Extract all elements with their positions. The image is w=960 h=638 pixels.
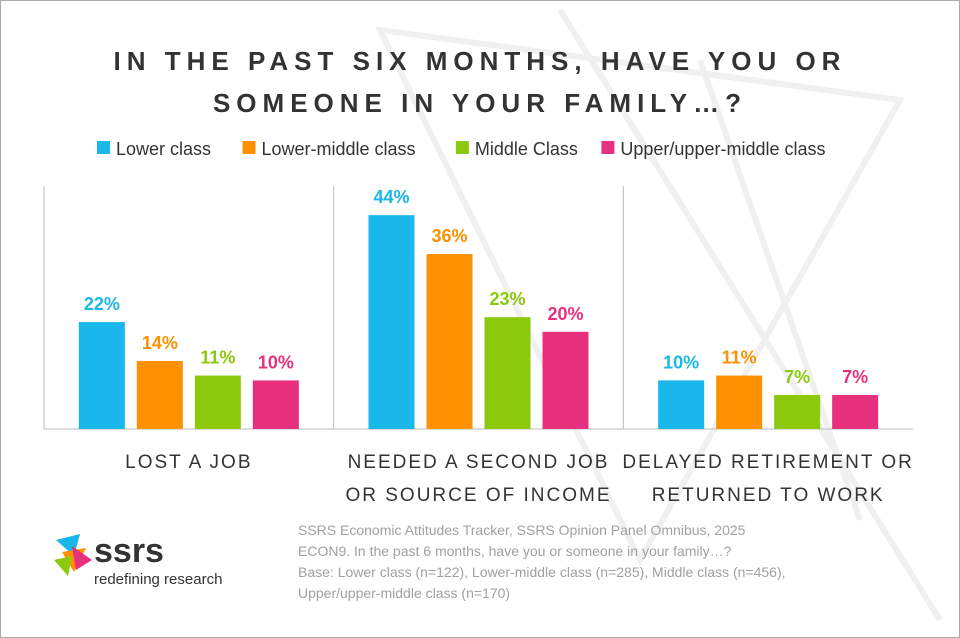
value-label: 11% <box>200 348 235 368</box>
value-label: 20% <box>547 304 583 324</box>
legend-swatch <box>601 141 615 154</box>
value-label: 11% <box>722 348 757 368</box>
legend-label: Middle Class <box>475 139 578 159</box>
bar <box>484 317 531 429</box>
bar <box>426 254 473 429</box>
background-shapes <box>374 8 943 622</box>
tagline: redefining research <box>94 571 222 588</box>
bar <box>194 375 241 429</box>
category-label: LOST A JOB <box>125 452 253 473</box>
legend-label: Lower-middle class <box>262 139 416 159</box>
source-note: SSRS Economic Attitudes Tracker, SSRS Op… <box>298 522 746 538</box>
legend-label: Lower class <box>116 139 211 159</box>
value-label: 36% <box>431 226 467 246</box>
value-label: 10% <box>663 352 699 372</box>
legend-swatch <box>455 141 469 154</box>
value-label: 44% <box>373 187 409 207</box>
source-note: ECON9. In the past 6 months, have you or… <box>298 543 732 559</box>
bar <box>78 322 125 429</box>
category-label: DELAYED RETIREMENT OR RETURNED TO WORK <box>622 452 914 506</box>
value-label: 7% <box>784 367 810 387</box>
bar <box>136 360 183 429</box>
category-label: NEEDED A SECOND JOB OR SOURCE OF INCOME <box>345 452 612 506</box>
bar <box>252 380 299 429</box>
legend-swatch <box>242 141 256 154</box>
logo <box>54 534 92 576</box>
bar <box>542 331 589 429</box>
bar <box>368 215 415 429</box>
bar <box>716 375 763 429</box>
value-label: 7% <box>842 367 868 387</box>
legend-label: Upper/upper-middle class <box>620 139 825 159</box>
source-note: Upper/upper-middle class (n=170) <box>298 585 511 601</box>
legend-swatch <box>97 141 110 154</box>
source-note: Base: Lower class (n=122), Lower-middle … <box>298 564 786 580</box>
chart-title: IN THE PAST SIX MONTHS, HAVE YOU OR SOME… <box>113 46 847 118</box>
value-label: 14% <box>142 333 178 353</box>
bar <box>774 394 821 429</box>
logo-text: ssrs <box>94 532 164 570</box>
value-label: 10% <box>258 352 294 372</box>
bar <box>658 380 705 429</box>
bar <box>832 394 879 429</box>
value-label: 23% <box>489 289 525 309</box>
value-label: 22% <box>84 294 120 314</box>
